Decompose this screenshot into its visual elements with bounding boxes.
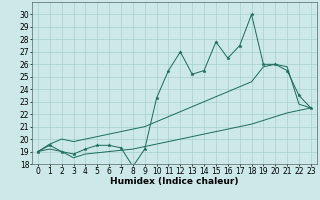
X-axis label: Humidex (Indice chaleur): Humidex (Indice chaleur) bbox=[110, 177, 239, 186]
